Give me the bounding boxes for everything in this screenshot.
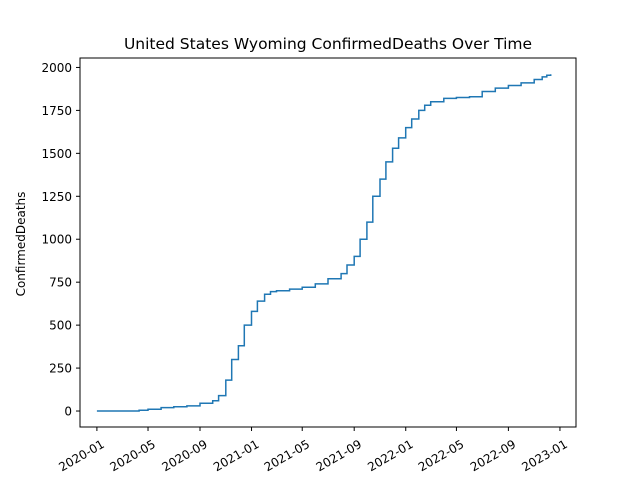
x-axis: 2020-01 2020-05 2020-09 2021-01 2021-05 2021-… (56, 427, 570, 474)
y-tick-label: 0 (64, 405, 72, 419)
x-tick-label: 2021-09 (314, 437, 364, 474)
series-line (96, 74, 552, 412)
y-axis-label: ConfirmedDeaths (14, 192, 28, 297)
plot-frame (79, 57, 577, 428)
y-tick-label: 1000 (41, 233, 72, 247)
y-tick-label: 1500 (41, 147, 72, 161)
x-tick-label: 2021-01 (211, 437, 261, 474)
x-tick-label: 2022-01 (365, 437, 415, 474)
y-axis: 0 250 500 750 1000 1250 1500 1750 2000 (41, 61, 80, 419)
y-tick-label: 2000 (41, 61, 72, 75)
y-tick-label: 500 (49, 319, 72, 333)
y-tick-label: 1750 (41, 104, 72, 118)
x-tick-label: 2021-05 (262, 437, 312, 474)
chart-title: United States Wyoming ConfirmedDeaths Ov… (124, 35, 532, 53)
y-tick-label: 250 (49, 362, 72, 376)
x-tick-label: 2022-09 (468, 437, 518, 474)
y-tick-label: 750 (49, 276, 72, 290)
x-tick-label: 2023-01 (519, 437, 569, 474)
y-tick-label: 1250 (41, 190, 72, 204)
x-tick-label: 2022-05 (416, 437, 466, 474)
x-tick-label: 2020-09 (159, 437, 209, 474)
x-tick-label: 2020-01 (56, 437, 106, 474)
x-tick-label: 2020-05 (107, 437, 157, 474)
